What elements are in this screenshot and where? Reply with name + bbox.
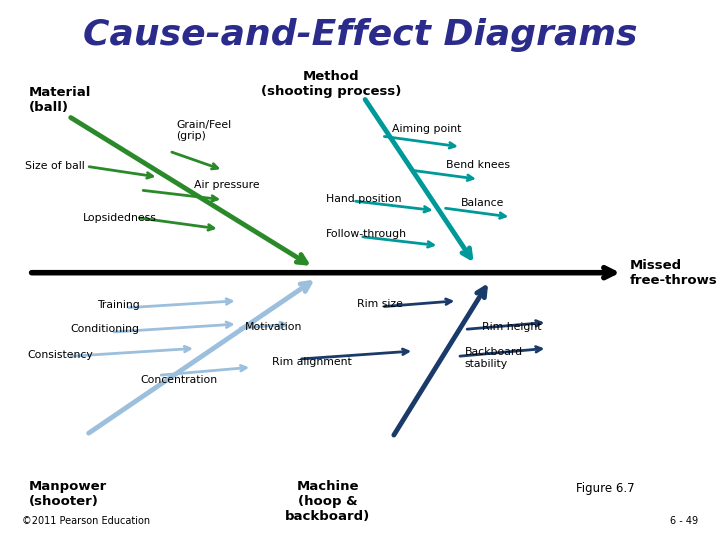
Text: Consistency: Consistency <box>27 350 93 360</box>
Text: Rim size: Rim size <box>357 299 403 309</box>
Text: Backboard
stability: Backboard stability <box>464 347 523 369</box>
Text: Aiming point: Aiming point <box>392 124 462 133</box>
Text: Conditioning: Conditioning <box>71 325 140 334</box>
Text: Machine
(hoop &
backboard): Machine (hoop & backboard) <box>285 480 370 523</box>
Text: Motivation: Motivation <box>245 322 302 332</box>
Text: Missed
free-throws: Missed free-throws <box>630 259 718 287</box>
Text: Lopsidedness: Lopsidedness <box>83 213 157 222</box>
Text: Method
(shooting process): Method (shooting process) <box>261 70 401 98</box>
Text: Rim alignment: Rim alignment <box>272 357 352 367</box>
Text: Manpower
(shooter): Manpower (shooter) <box>29 480 107 508</box>
Text: Material
(ball): Material (ball) <box>29 86 91 114</box>
Text: Size of ball: Size of ball <box>25 161 85 171</box>
Text: Grain/Feel
(grip): Grain/Feel (grip) <box>176 120 232 141</box>
Text: Hand position: Hand position <box>326 194 402 204</box>
Text: Bend knees: Bend knees <box>446 160 510 170</box>
Text: Figure 6.7: Figure 6.7 <box>576 482 634 495</box>
Text: Rim height: Rim height <box>482 322 542 332</box>
Text: Balance: Balance <box>461 198 504 207</box>
Text: Training: Training <box>97 300 140 309</box>
Text: 6 - 49: 6 - 49 <box>670 516 698 526</box>
Text: Follow-through: Follow-through <box>326 230 408 239</box>
Text: Concentration: Concentration <box>140 375 217 384</box>
Text: Cause-and-Effect Diagrams: Cause-and-Effect Diagrams <box>83 18 637 52</box>
Text: Air pressure: Air pressure <box>194 180 260 190</box>
Text: ©2011 Pearson Education: ©2011 Pearson Education <box>22 516 150 526</box>
